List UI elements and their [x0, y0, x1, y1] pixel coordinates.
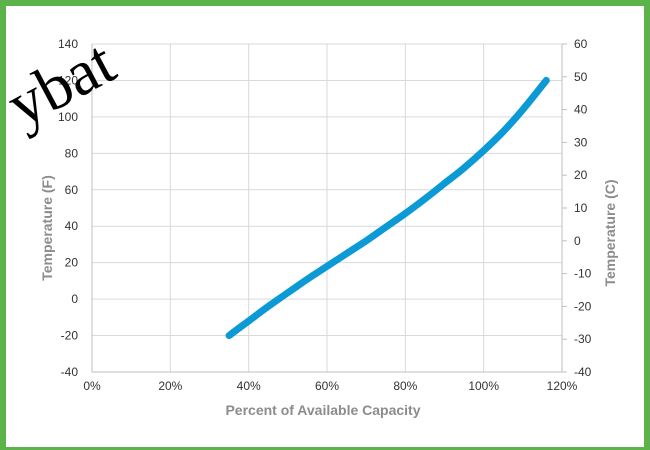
capacity-temperature-line [225, 76, 550, 340]
y2-tick-label-9: 50 [574, 70, 588, 84]
y-tick-label-2: 0 [71, 292, 78, 306]
horizontal-gridlines [92, 43, 562, 373]
x-tick-label-1: 20% [158, 379, 182, 393]
y-tick-label-7: 100 [58, 110, 78, 124]
y-tick-label-4: 40 [65, 219, 79, 233]
y2-tick-label-6: 20 [574, 168, 588, 182]
y2-tick-label-7: 30 [574, 135, 588, 149]
y-right-tick-labels: -40 -30 -20 -10 0 10 20 30 40 50 60 [574, 37, 592, 379]
y-tick-label-3: 20 [65, 256, 79, 270]
y2-tick-label-8: 40 [574, 103, 588, 117]
x-tick-label-0: 0% [83, 379, 101, 393]
y-left-tick-labels: -40 -20 0 20 40 60 80 100 120 140 [58, 37, 78, 379]
y-axis-title-left: Temperature (F) [39, 175, 55, 281]
vertical-gridlines [91, 44, 563, 372]
y2-tick-label-3: -10 [574, 267, 592, 281]
y-axis-title-right: Temperature (C) [602, 179, 618, 286]
x-tick-label-6: 120% [547, 379, 578, 393]
x-axis-title: Percent of Available Capacity [225, 402, 420, 418]
y2-tick-label-4: 0 [574, 234, 581, 248]
y2-tick-label-1: -30 [574, 332, 592, 346]
y-tick-label-6: 80 [65, 146, 79, 160]
y-tick-label-9: 140 [58, 37, 78, 51]
x-tick-label-2: 40% [237, 379, 261, 393]
y2-tick-label-10: 60 [574, 37, 588, 51]
y-tick-label-0: -40 [61, 365, 79, 379]
x-tick-label-4: 80% [393, 379, 417, 393]
y-tick-label-5: 60 [65, 183, 79, 197]
y2-tick-label-0: -40 [574, 365, 592, 379]
y2-tick-label-5: 10 [574, 201, 588, 215]
y-tick-label-8: 120 [58, 73, 78, 87]
y-tick-label-1: -20 [61, 329, 79, 343]
y2-tick-label-2: -20 [574, 299, 592, 313]
plot-axes [91, 43, 567, 373]
x-tick-labels: 0% 20% 40% 60% 80% 100% 120% [83, 379, 577, 393]
x-tick-label-5: 100% [468, 379, 499, 393]
x-tick-label-3: 60% [315, 379, 339, 393]
